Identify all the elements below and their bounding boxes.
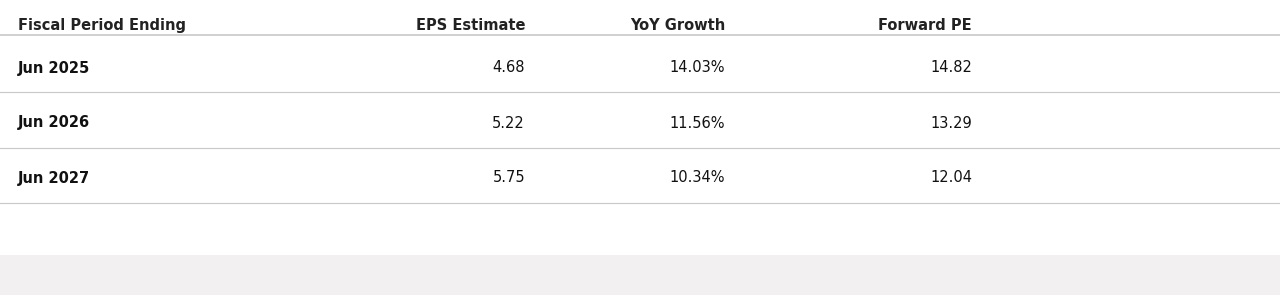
Text: 14.03%: 14.03% xyxy=(669,60,724,76)
Text: 13.29: 13.29 xyxy=(931,116,972,130)
Text: 11.56%: 11.56% xyxy=(669,116,724,130)
Text: YoY Growth: YoY Growth xyxy=(630,18,724,33)
Text: Forward PE: Forward PE xyxy=(878,18,972,33)
Text: Jun 2026: Jun 2026 xyxy=(18,116,90,130)
Text: 10.34%: 10.34% xyxy=(669,171,724,186)
Text: 12.04: 12.04 xyxy=(931,171,972,186)
Text: Fiscal Period Ending: Fiscal Period Ending xyxy=(18,18,186,33)
Text: 5.75: 5.75 xyxy=(493,171,525,186)
Text: Jun 2025: Jun 2025 xyxy=(18,60,91,76)
Text: 4.68: 4.68 xyxy=(493,60,525,76)
Text: EPS Estimate: EPS Estimate xyxy=(416,18,525,33)
Text: 5.22: 5.22 xyxy=(493,116,525,130)
Text: 14.82: 14.82 xyxy=(931,60,972,76)
Bar xyxy=(0,255,1280,295)
Text: Jun 2027: Jun 2027 xyxy=(18,171,90,186)
